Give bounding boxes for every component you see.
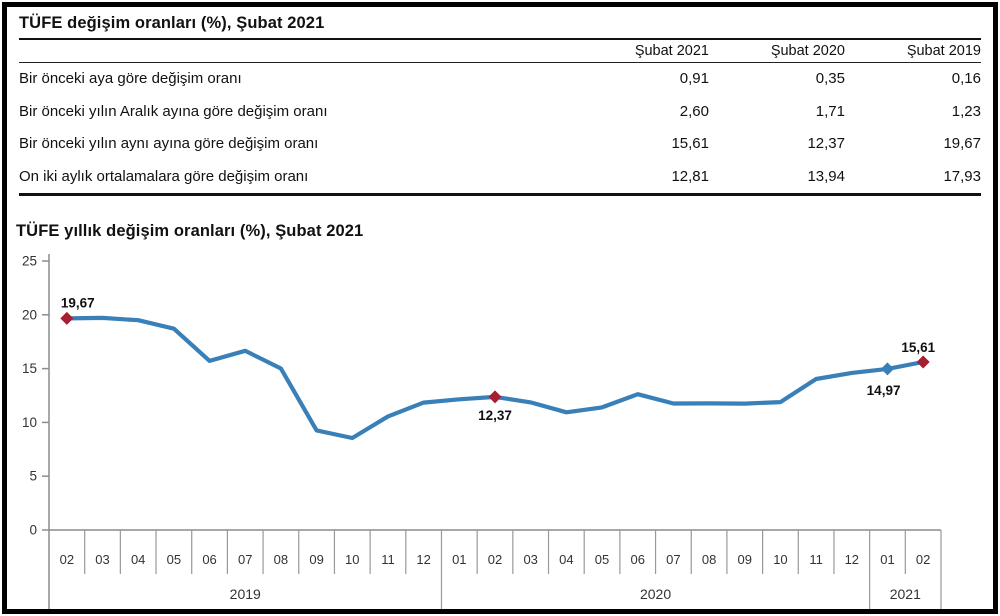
x-axis-month-label: 10 xyxy=(345,552,359,567)
x-axis-month-label: 11 xyxy=(381,552,395,567)
x-axis-month-label: 08 xyxy=(274,552,288,567)
x-axis-month-label: 06 xyxy=(202,552,216,567)
column-header-subat-2019: Şubat 2019 xyxy=(906,43,981,59)
row-label: Bir önceki yılın Aralık ayına göre değiş… xyxy=(19,102,328,120)
x-axis-month-label: 11 xyxy=(809,552,823,567)
x-axis-month-label: 03 xyxy=(523,552,537,567)
x-axis-month-label: 05 xyxy=(595,552,609,567)
y-axis-tick-label: 15 xyxy=(22,361,37,376)
annual-cpi-chart-section: TÜFE yıllık değişim oranları (%), Şubat … xyxy=(16,221,981,609)
row-label: Bir önceki yılın aynı ayına göre değişim… xyxy=(19,135,319,152)
x-axis-month-label: 02 xyxy=(488,552,502,567)
table-row: Bir önceki yılın aynı ayına göre değişim… xyxy=(19,128,981,161)
cell-value: 12,37 xyxy=(807,135,845,152)
x-axis-year-label: 2019 xyxy=(230,586,261,602)
table-body: Bir önceki aya göre değişim oranı 0,91 0… xyxy=(19,63,981,196)
row-label: Bir önceki aya göre değişim oranı xyxy=(19,70,242,87)
table-header-row: Şubat 2021 Şubat 2020 Şubat 2019 xyxy=(19,40,981,63)
chart-title: TÜFE yıllık değişim oranları (%), Şubat … xyxy=(16,222,364,240)
table-title: TÜFE değişim oranları (%), Şubat 2021 xyxy=(19,13,981,40)
cell-value: 0,16 xyxy=(951,70,981,87)
y-axis-tick-label: 10 xyxy=(22,415,37,430)
cell-value: 12,81 xyxy=(671,167,709,185)
cpi-summary-table: TÜFE değişim oranları (%), Şubat 2021 Şu… xyxy=(19,7,981,196)
data-point-label: 14,97 xyxy=(867,383,901,398)
cell-value: 2,60 xyxy=(679,102,709,120)
x-axis-year-label: 2020 xyxy=(640,586,671,602)
cell-value: 13,94 xyxy=(807,167,845,185)
x-axis-month-label: 08 xyxy=(702,552,716,567)
cell-value: 1,71 xyxy=(815,102,845,120)
table-row: On iki aylık ortalamalara göre değişim o… xyxy=(19,161,981,194)
data-point-marker xyxy=(60,311,74,325)
table-row: Bir önceki yılın Aralık ayına göre değiş… xyxy=(19,96,981,129)
table-row: Bir önceki aya göre değişim oranı 0,91 0… xyxy=(19,63,981,96)
column-header-subat-2021: Şubat 2021 xyxy=(634,43,709,59)
data-point-label: 19,67 xyxy=(61,295,95,310)
x-axis-month-label: 05 xyxy=(167,552,181,567)
y-axis-tick-label: 20 xyxy=(22,307,37,322)
x-axis-month-label: 07 xyxy=(238,552,252,567)
x-axis-month-label: 09 xyxy=(309,552,323,567)
x-axis-month-label: 02 xyxy=(916,552,930,567)
x-axis-year-label: 2021 xyxy=(890,586,921,602)
x-axis-month-label: 09 xyxy=(738,552,752,567)
row-label: On iki aylık ortalamalara göre değişim o… xyxy=(19,167,309,185)
data-point-label: 15,61 xyxy=(901,340,935,355)
cell-value: 17,93 xyxy=(943,167,981,185)
y-axis-tick-label: 25 xyxy=(22,254,37,269)
x-axis-month-label: 04 xyxy=(559,552,573,567)
x-axis-month-label: 12 xyxy=(416,552,430,567)
x-axis-month-label: 12 xyxy=(845,552,859,567)
x-axis-month-label: 01 xyxy=(880,552,894,567)
data-point-marker xyxy=(916,355,930,369)
cell-value: 1,23 xyxy=(951,102,981,120)
column-header-subat-2020: Şubat 2020 xyxy=(770,43,845,59)
y-axis-tick-label: 5 xyxy=(29,469,37,484)
x-axis-month-label: 07 xyxy=(666,552,680,567)
x-axis-month-label: 06 xyxy=(630,552,644,567)
cell-value: 19,67 xyxy=(943,135,981,152)
cell-value: 0,91 xyxy=(679,70,709,87)
cell-value: 0,35 xyxy=(815,70,845,87)
cell-value: 15,61 xyxy=(671,135,709,152)
x-axis-month-label: 01 xyxy=(452,552,466,567)
x-axis-month-label: 10 xyxy=(773,552,787,567)
data-point-marker xyxy=(880,362,894,376)
x-axis-month-label: 02 xyxy=(60,552,74,567)
data-point-marker xyxy=(488,390,502,404)
x-axis-month-label: 04 xyxy=(131,552,145,567)
data-point-label: 12,37 xyxy=(478,408,512,423)
y-axis-tick-label: 0 xyxy=(29,523,37,538)
x-axis-month-label: 03 xyxy=(95,552,109,567)
